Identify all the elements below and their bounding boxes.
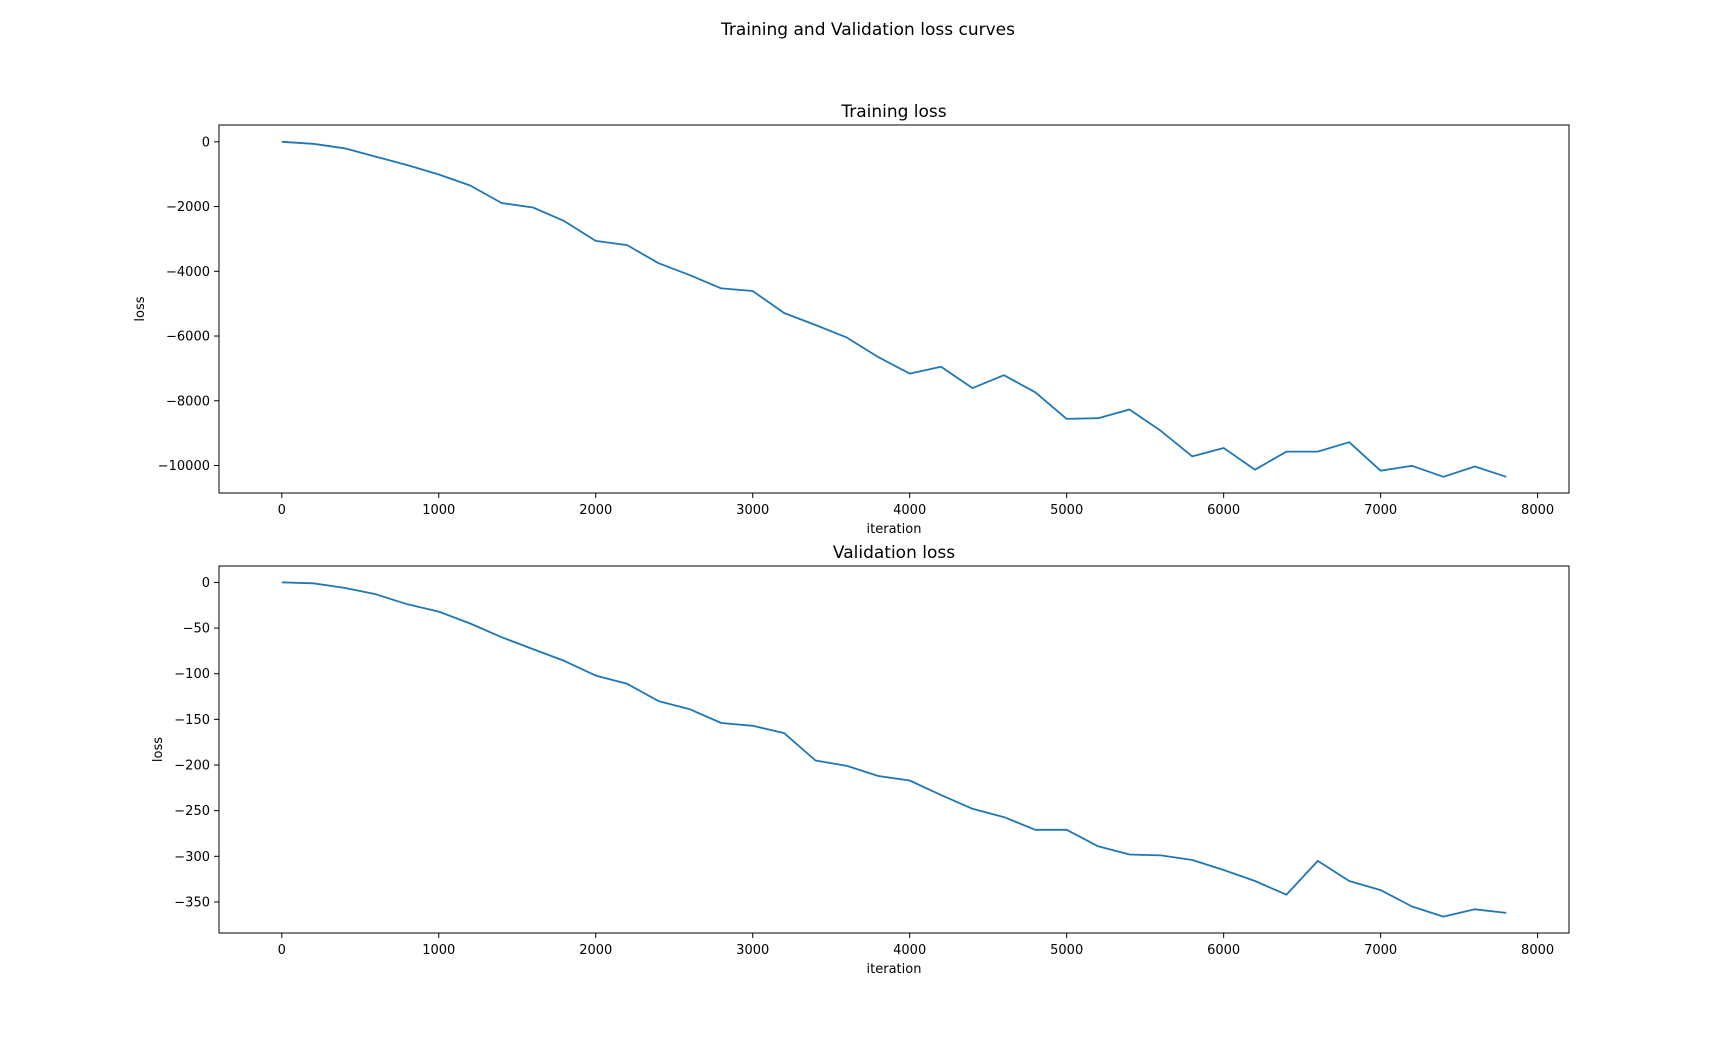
series-line-0	[281, 140, 1507, 478]
x-tick-label: 3000	[736, 503, 769, 518]
y-tick-label: −6000	[166, 330, 210, 345]
y-tick-label: 0	[202, 135, 210, 150]
x-tick-label: 2000	[579, 943, 612, 958]
y-tick-label: −10000	[158, 459, 210, 474]
y-tick-label: −4000	[166, 265, 210, 280]
y-tick-label: −2000	[166, 200, 210, 215]
y-tick-label: −200	[174, 759, 210, 774]
x-axis-label: iteration	[867, 522, 922, 537]
x-tick-label: 4000	[893, 943, 926, 958]
subplot-title: Validation loss	[833, 543, 955, 563]
subplot-title: Training loss	[840, 102, 946, 122]
subplot-training: Training loss 0 1000 2000 3000 4000 5000 6000 70…	[133, 102, 1570, 537]
x-tick-label: 5000	[1050, 503, 1083, 518]
x-tick-label: 7000	[1364, 503, 1397, 518]
subplot-validation: Validation loss 0 1000 2000 3000 4000 5000 6000…	[151, 543, 1570, 977]
subplots: Training loss 0 1000 2000 3000 4000 5000 6000 70…	[133, 102, 1570, 977]
x-tick-label: 0	[278, 503, 286, 518]
x-tick-label: 8000	[1521, 943, 1554, 958]
x-tick-label: 6000	[1207, 943, 1240, 958]
x-tick-label: 4000	[893, 503, 926, 518]
x-tick-label: 5000	[1050, 943, 1083, 958]
x-tick-label: 3000	[736, 943, 769, 958]
x-tick-label: 0	[278, 943, 286, 958]
x-tick-label: 1000	[422, 943, 455, 958]
axes-frame	[218, 124, 1570, 494]
y-tick-label: −250	[174, 804, 210, 819]
y-tick-label: −100	[174, 667, 210, 682]
y-tick-label: −150	[174, 713, 210, 728]
y-tick-label: 0	[202, 576, 210, 591]
x-tick-label: 1000	[422, 503, 455, 518]
y-axis-label: loss	[133, 296, 148, 321]
y-axis-label: loss	[151, 737, 166, 762]
axes-frame	[218, 565, 1570, 934]
series-line-0	[281, 581, 1507, 918]
x-tick-label: 8000	[1521, 503, 1554, 518]
y-tick-label: −300	[174, 850, 210, 865]
x-tick-label: 2000	[579, 503, 612, 518]
y-tick-label: −50	[183, 622, 210, 637]
x-axis-label: iteration	[867, 962, 922, 977]
figure-suptitle: Training and Validation loss curves	[720, 20, 1015, 40]
x-tick-label: 6000	[1207, 503, 1240, 518]
y-tick-label: −350	[174, 895, 210, 910]
x-tick-label: 7000	[1364, 943, 1397, 958]
y-tick-label: −8000	[166, 394, 210, 409]
